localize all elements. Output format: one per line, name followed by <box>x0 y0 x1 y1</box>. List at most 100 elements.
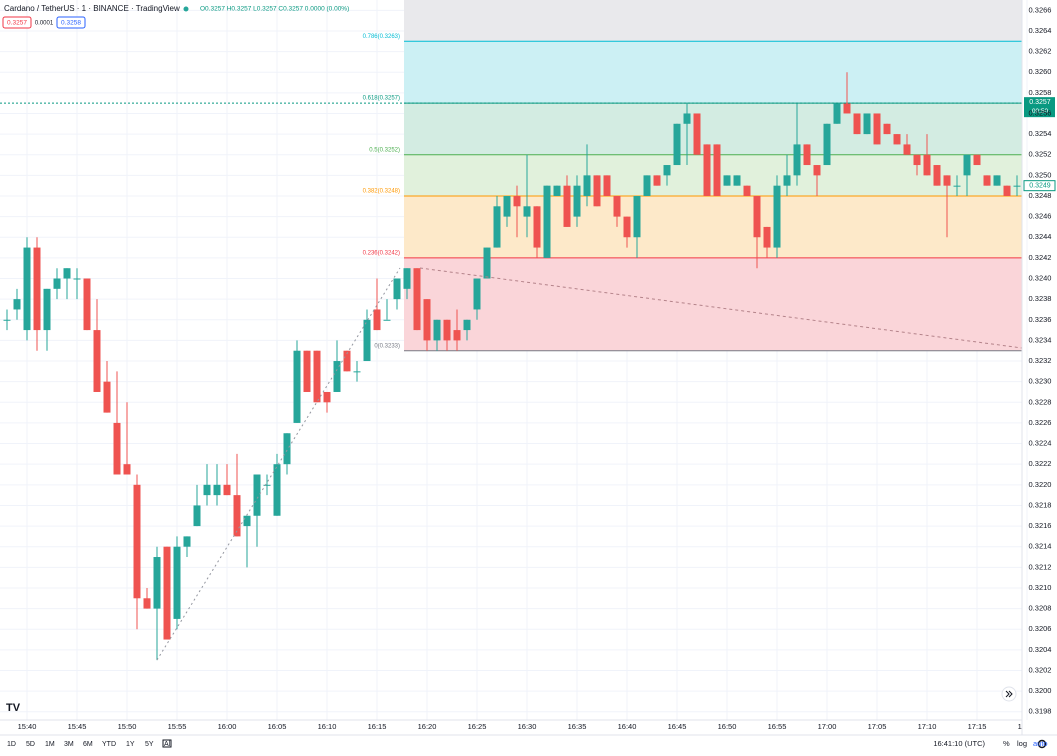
x-tick-label: 17:00 <box>818 722 837 731</box>
y-tick-label: 0.3206 <box>1029 624 1052 633</box>
y-tick-label: 0.3234 <box>1029 335 1052 344</box>
overlay: 0.3257 00:50 0.3249 <box>0 97 1056 192</box>
log-toggle[interactable]: log <box>1017 739 1027 748</box>
candle-body <box>883 123 891 135</box>
y-tick-label: 0.3224 <box>1029 439 1052 448</box>
sell-price[interactable]: 0.3257 <box>7 20 27 27</box>
settings-icon[interactable] <box>1037 739 1047 749</box>
y-tick-label: 0.3202 <box>1029 665 1052 674</box>
candle-body <box>903 144 911 155</box>
candle-body <box>323 391 331 403</box>
buy-price[interactable]: 0.3258 <box>61 20 81 27</box>
candle-body <box>73 278 81 280</box>
candle-body <box>763 226 771 248</box>
y-tick-label: 0.3208 <box>1029 604 1052 613</box>
candle-body <box>683 113 691 124</box>
x-tick-label: 15:55 <box>168 722 187 731</box>
candle-body <box>143 598 151 609</box>
candle-body <box>673 123 681 166</box>
time-axis: 15:40 15:45 15:50 15:55 16:00 16:05 16:10 16:15… <box>18 722 1022 731</box>
candle-body <box>983 175 991 186</box>
x-tick-label: 16:05 <box>268 722 287 731</box>
x-tick-label: 17:15 <box>968 722 987 731</box>
range-button[interactable]: All <box>164 741 172 748</box>
y-tick-label: 0.3218 <box>1029 500 1052 509</box>
y-tick-label: 0.3238 <box>1029 294 1052 303</box>
y-tick-label: 0.3228 <box>1029 397 1052 406</box>
candle-body <box>953 185 961 187</box>
sell-box[interactable] <box>2 16 32 29</box>
y-tick-label: 0.3212 <box>1029 562 1052 571</box>
y-tick-label: 0.3226 <box>1029 418 1052 427</box>
candle-body <box>273 464 281 516</box>
x-tick-label: 16:30 <box>518 722 537 731</box>
candle-body <box>373 309 381 331</box>
candle-body <box>643 175 651 196</box>
buy-box[interactable] <box>56 16 86 29</box>
y-tick-label: 0.3252 <box>1029 150 1052 159</box>
range-button[interactable]: YTD <box>102 741 116 748</box>
x-tick-label: 16:55 <box>768 722 787 731</box>
y-tick-label: 0.3230 <box>1029 377 1052 386</box>
candle-body <box>103 381 111 413</box>
candle-body <box>503 195 511 217</box>
candle-body <box>483 247 491 279</box>
candle-body <box>803 144 811 166</box>
candle-body <box>183 536 191 547</box>
candle-body <box>113 422 121 475</box>
candle-body <box>43 288 51 331</box>
candle-body <box>863 113 871 135</box>
range-button[interactable]: 5D <box>26 741 35 748</box>
candle-body <box>833 103 841 124</box>
fib-retracement: 0.786(0.3263) 0.618(0.3257) 0.5(0.3252) 0.3… <box>363 0 1022 352</box>
candle-body <box>723 175 731 186</box>
candle-body <box>993 175 1001 186</box>
y-tick-label: 0.3240 <box>1029 273 1052 282</box>
candle-body <box>753 195 761 238</box>
clock[interactable]: 16:41:10 (UTC) <box>933 739 985 748</box>
range-button[interactable]: 1M <box>45 741 55 748</box>
fib-level-label: 0.618(0.3257) <box>363 96 400 102</box>
range-button[interactable]: 1Y <box>126 741 135 748</box>
auto-toggle[interactable]: auto <box>1033 739 1048 748</box>
range-button[interactable]: 6M <box>83 741 93 748</box>
range-button[interactable]: 3M <box>64 741 74 748</box>
candle-body <box>713 144 721 196</box>
y-tick-label: 0.3232 <box>1029 356 1052 365</box>
y-tick-label: 0.3200 <box>1029 686 1052 695</box>
ohlc-legend: O0.3257 H0.3257 L0.3257 C0.3257 0.0000 (… <box>200 6 349 13</box>
status-dot <box>183 6 189 12</box>
fib-level-label: 0(0.3233) <box>374 343 400 349</box>
spread: 0.0001 <box>35 21 54 27</box>
price-label: 0.3257 <box>1029 99 1051 106</box>
calendar-icon[interactable] <box>162 739 172 748</box>
candle-body <box>1013 185 1021 187</box>
candle-body <box>243 515 251 527</box>
candle-body <box>963 154 971 176</box>
y-tick-label: 0.3250 <box>1029 170 1052 179</box>
percent-toggle[interactable]: % <box>1003 739 1010 748</box>
price-axis: 0.3198 0.3200 0.3202 0.3204 0.3206 0.3208 0.32… <box>1029 5 1052 715</box>
candle-body <box>153 557 161 609</box>
y-tick-label: 0.3236 <box>1029 315 1052 324</box>
candle-body <box>733 175 741 186</box>
range-button[interactable]: 1D <box>7 741 16 748</box>
candle-body <box>253 474 261 516</box>
candle-body <box>773 185 781 248</box>
candle-body <box>533 206 541 248</box>
candle-body <box>3 319 11 321</box>
candle-body <box>923 154 931 176</box>
x-tick-label: 17:10 <box>918 722 937 731</box>
candle-body <box>893 134 901 145</box>
candle-body <box>393 278 401 300</box>
y-tick-label: 0.3254 <box>1029 129 1052 138</box>
candle-body <box>383 319 391 321</box>
candle-body <box>613 195 621 217</box>
tv-logo[interactable]: TV <box>6 702 21 714</box>
candle-body <box>163 546 171 640</box>
y-tick-label: 0.3266 <box>1029 5 1052 14</box>
x-tick-label: 16:00 <box>218 722 237 731</box>
y-tick-label: 0.3264 <box>1029 26 1052 35</box>
range-button[interactable]: 5Y <box>145 741 154 748</box>
